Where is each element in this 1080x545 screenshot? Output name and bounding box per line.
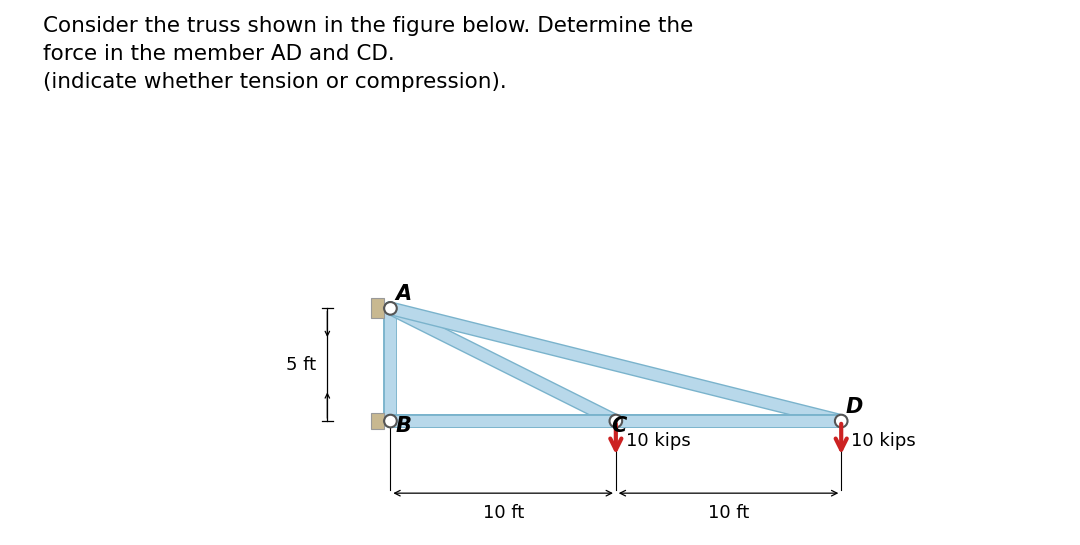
Text: B: B [395, 416, 411, 435]
Text: A: A [395, 284, 411, 304]
Bar [372, 298, 383, 318]
Circle shape [384, 302, 396, 314]
Circle shape [835, 415, 848, 427]
Text: 10 kips: 10 kips [626, 432, 691, 450]
Text: 10 kips: 10 kips [851, 432, 916, 450]
Text: D: D [846, 397, 863, 417]
Text: 10 ft: 10 ft [707, 505, 750, 523]
Text: Consider the truss shown in the figure below. Determine the
force in the member : Consider the truss shown in the figure b… [43, 16, 693, 92]
Text: C: C [611, 416, 626, 435]
Circle shape [384, 415, 396, 427]
Circle shape [609, 415, 622, 427]
Bar [372, 413, 383, 429]
Text: 5 ft: 5 ft [286, 356, 316, 374]
Text: 10 ft: 10 ft [483, 505, 524, 523]
